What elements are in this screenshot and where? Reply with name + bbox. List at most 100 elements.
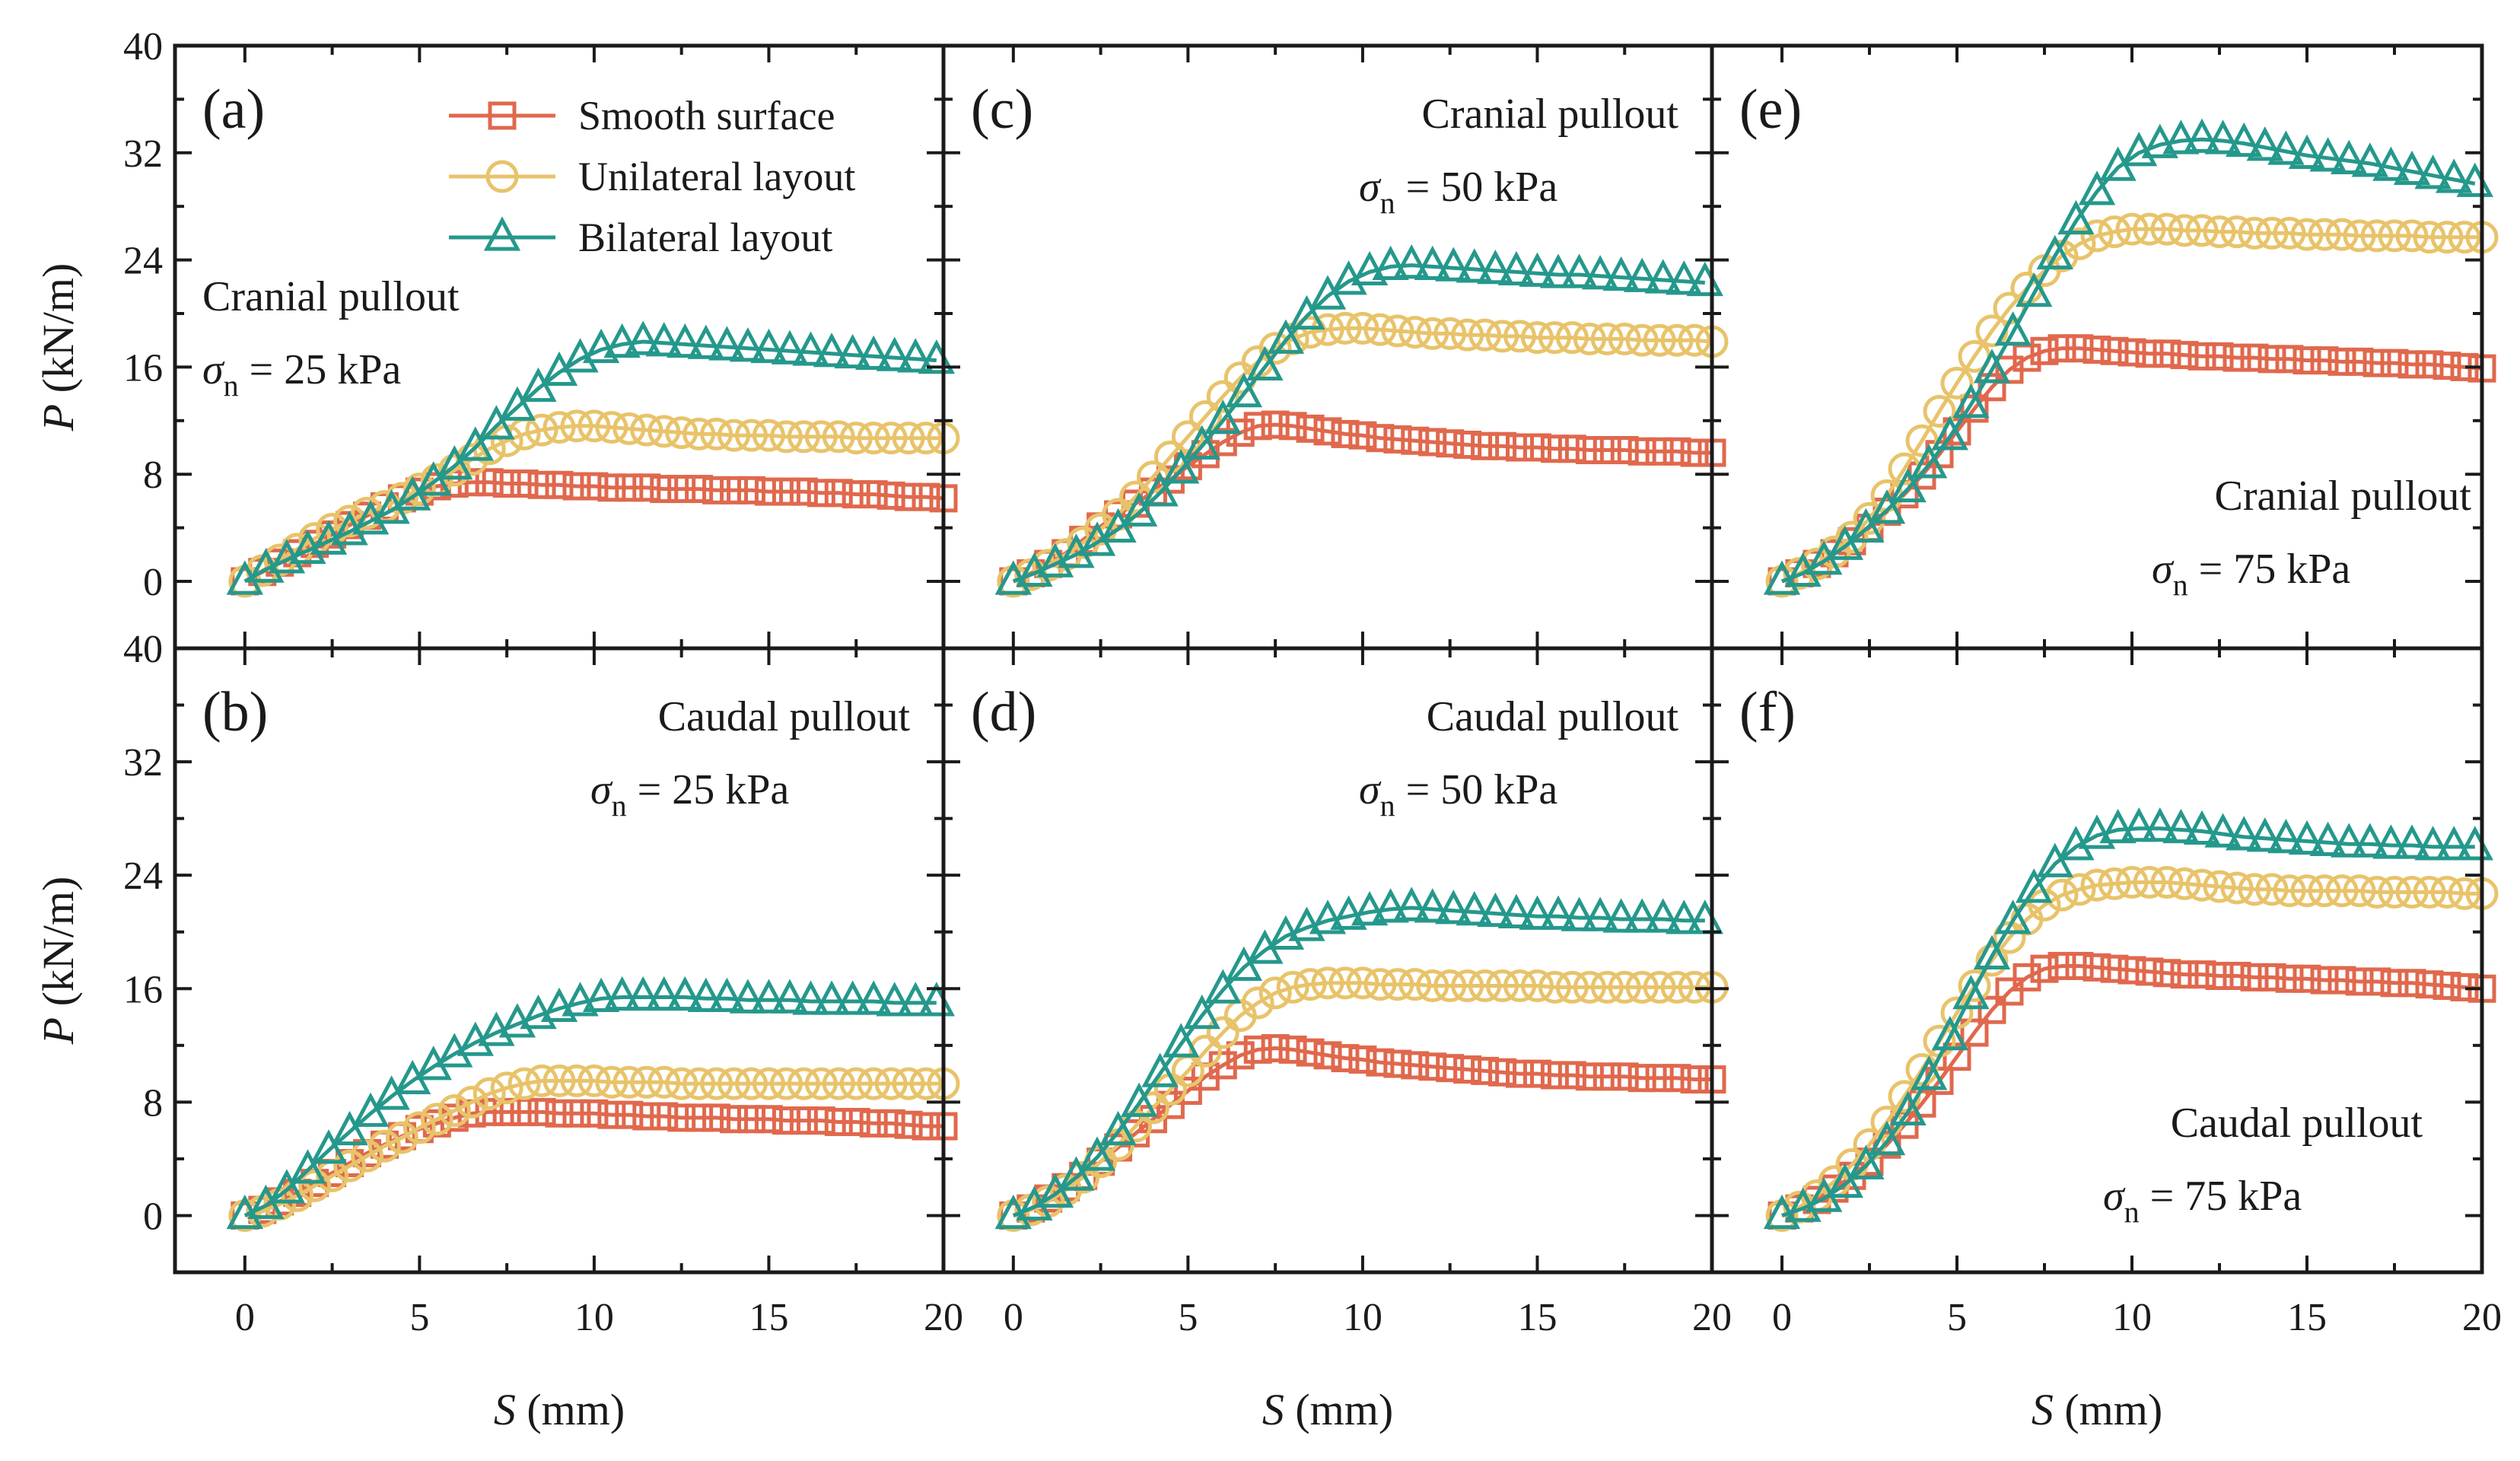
unilateral-layout-point [1573, 322, 1606, 355]
smooth-surface-point [1995, 977, 2024, 1006]
unilateral-layout-point [909, 1067, 943, 1100]
unilateral-layout-point [2413, 221, 2446, 254]
smooth-surface-point [2048, 334, 2076, 363]
unilateral-layout-point [1538, 970, 1571, 1004]
smooth-surface-point [1506, 1059, 1534, 1088]
unilateral-layout-point [1363, 968, 1397, 1001]
unilateral-layout-point [1328, 311, 1362, 345]
unilateral-layout-point [2185, 214, 2219, 247]
x-tick-label: 15 [749, 1296, 788, 1339]
smooth-surface-point [2222, 343, 2251, 372]
bilateral-layout-point [876, 336, 913, 371]
bilateral-layout-point [645, 322, 682, 357]
unilateral-layout-point [1171, 420, 1204, 454]
bilateral-layout-point [1372, 888, 1409, 923]
smooth-surface-point [650, 1102, 679, 1131]
bilateral-layout-point [2121, 807, 2158, 842]
bilateral-layout-point [1393, 886, 1430, 921]
y-tick-label: 16 [123, 968, 163, 1011]
stress-value: = 25 kPa [239, 346, 402, 393]
bilateral-layout-point [1889, 467, 1927, 503]
smooth-surface-point [1575, 1062, 1604, 1091]
unilateral-layout-point [2168, 214, 2201, 247]
bilateral-layout-point [2331, 139, 2368, 174]
unilateral-layout-point [839, 422, 873, 455]
bilateral-layout-point [1994, 311, 2032, 346]
bilateral-layout-point [1204, 969, 1242, 1004]
x-axis-var: S [2032, 1385, 2054, 1434]
bilateral-layout-point [2036, 234, 2073, 269]
unilateral-layout-point [2063, 227, 2096, 260]
unilateral-layout-point [735, 419, 768, 452]
unilateral-layout-point [630, 413, 663, 447]
smooth-surface-point [1418, 1052, 1447, 1081]
unilateral-layout-point [718, 1067, 751, 1100]
unilateral-layout-point [787, 420, 820, 454]
bilateral-layout-point [1644, 259, 1682, 294]
bilateral-layout-point [813, 980, 851, 1015]
unilateral-layout-point [665, 1067, 698, 1100]
series-bilateral-layout [226, 320, 955, 595]
bilateral-layout-point [1120, 492, 1158, 527]
smooth-surface-point [492, 1097, 521, 1126]
y-tick-label: 40 [123, 25, 163, 68]
bilateral-layout-point [771, 979, 809, 1014]
bilateral-layout-point [1911, 1055, 1948, 1090]
smooth-surface-point [1645, 1064, 1674, 1093]
smooth-surface-point [2398, 350, 2426, 379]
bilateral-layout-point [2393, 150, 2431, 186]
x-axis-var: S [494, 1385, 516, 1434]
smooth-surface-point [1610, 1062, 1639, 1091]
panel-frame [1710, 646, 2484, 1275]
smooth-surface-point [2170, 341, 2199, 370]
panel-a: 0 8 16 24 32 40 P (kN/m) (a) Cranial pullout σn =… [33, 25, 960, 651]
bilateral-layout-point [1911, 444, 1948, 479]
unilateral-layout-point [1381, 968, 1414, 1001]
unilateral-layout-point [1538, 321, 1571, 355]
unilateral-layout-point [1643, 970, 1676, 1004]
unilateral-layout-point [804, 420, 838, 454]
unilateral-layout-point [2063, 873, 2096, 906]
unilateral-layout-point [1520, 321, 1554, 355]
smooth-surface-point [772, 1106, 800, 1135]
unilateral-layout-point [1241, 986, 1274, 1020]
bilateral-layout-point [1183, 425, 1220, 460]
bilateral-layout-point [2016, 868, 2053, 903]
smooth-surface-point [1506, 433, 1534, 462]
bilateral-layout-point [603, 976, 641, 1011]
y-tick-label: 40 [123, 628, 163, 671]
annotation-stress: σn = 50 kPa [1359, 766, 1558, 823]
bilateral-layout-point [562, 982, 599, 1017]
smooth-surface-point [1348, 1045, 1377, 1074]
unilateral-layout-line [1780, 880, 2482, 1218]
bilateral-layout-point [2456, 826, 2493, 861]
smooth-surface-point [1943, 1042, 1971, 1071]
x-tick-label: 0 [1004, 1296, 1023, 1339]
smooth-surface-point [1610, 436, 1639, 465]
bilateral-layout-point [1519, 895, 1556, 930]
bilateral-layout-point [2078, 814, 2116, 849]
bilateral-layout-point [2141, 123, 2178, 158]
unilateral-layout-point [1468, 969, 1502, 1003]
unilateral-layout-point [1398, 968, 1432, 1001]
bilateral-layout-point [1204, 399, 1242, 434]
bilateral-layout-point [1225, 372, 1262, 408]
bilateral-layout-point [876, 982, 913, 1017]
smooth-surface-point [545, 1099, 574, 1128]
bilateral-layout-point [1372, 245, 1409, 281]
bilateral-layout-point [1288, 294, 1325, 330]
unilateral-layout-point [1258, 332, 1292, 365]
series-smooth-surface [1768, 334, 2496, 596]
bilateral-layout-point [1099, 1110, 1137, 1146]
smooth-surface-point [2100, 336, 2129, 365]
unilateral-layout-point [1958, 969, 1991, 1003]
bilateral-layout-point [2099, 808, 2137, 844]
unilateral-layout-point [1293, 316, 1327, 349]
x-tick-label: 15 [1517, 1296, 1557, 1339]
unilateral-layout-point [1905, 424, 1939, 457]
smooth-surface-point [1278, 412, 1307, 441]
smooth-surface-point [2292, 964, 2321, 993]
smooth-surface-point [1680, 438, 1709, 467]
unilateral-layout-point [542, 411, 576, 444]
unilateral-layout-point [2378, 219, 2411, 253]
